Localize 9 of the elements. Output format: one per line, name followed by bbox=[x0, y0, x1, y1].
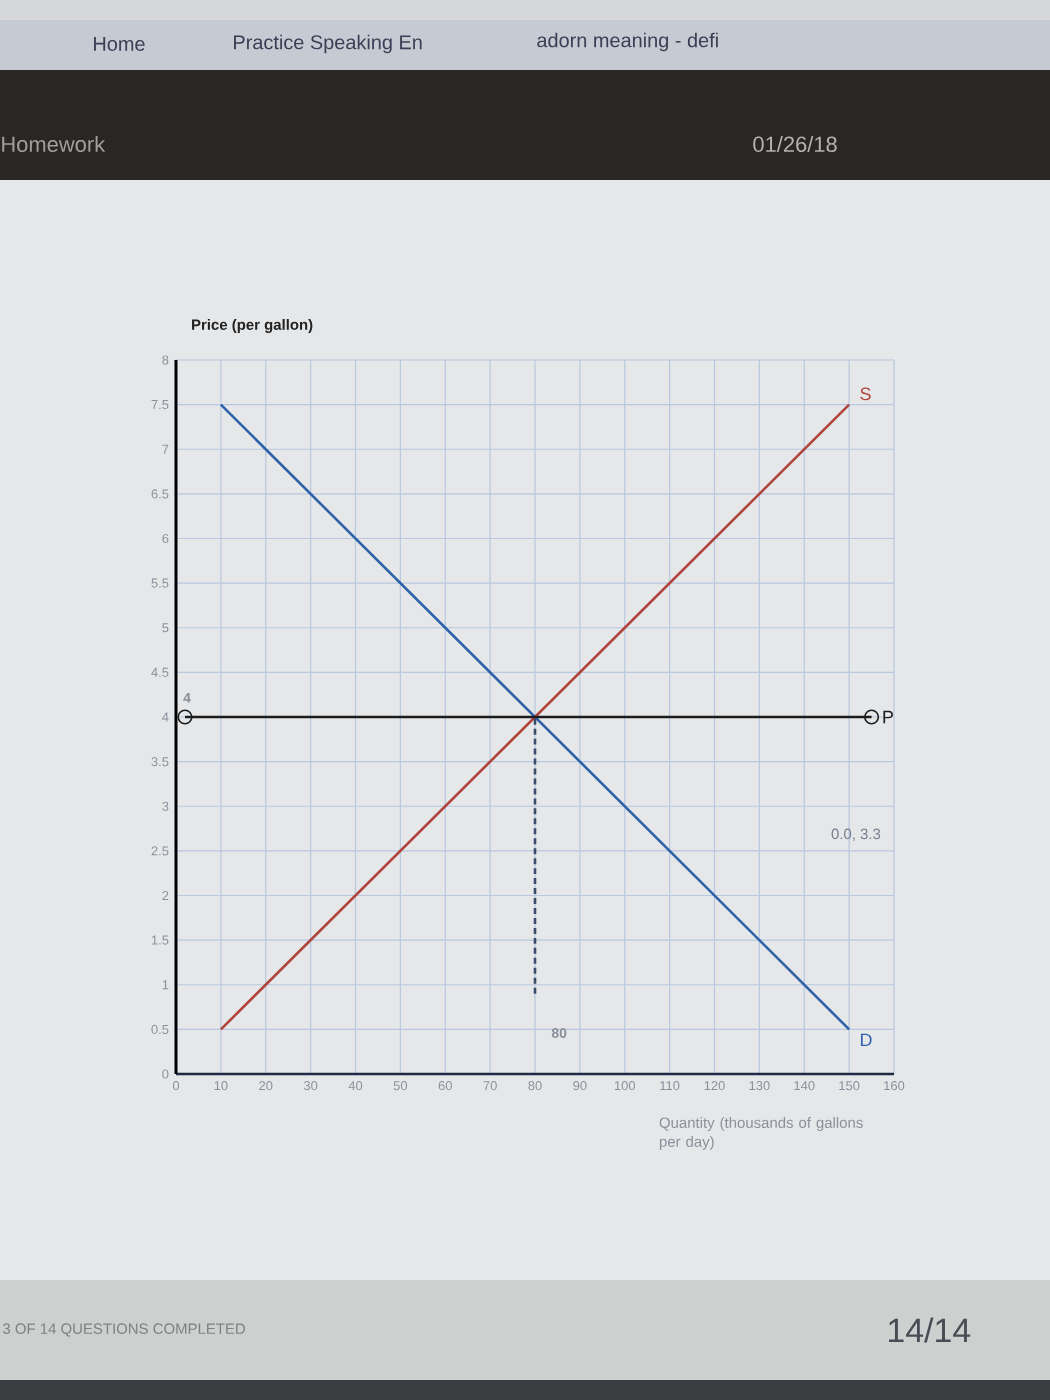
series-label: S bbox=[860, 387, 871, 401]
text: Homework bbox=[2, 135, 106, 153]
series-label: P bbox=[883, 710, 893, 724]
text: Practice Speaking En bbox=[234, 34, 422, 54]
text: Home bbox=[94, 37, 145, 51]
series-label: D bbox=[860, 1033, 872, 1047]
text: 14/14 bbox=[889, 1317, 971, 1343]
text: 01/26/18 bbox=[753, 135, 837, 153]
text: adorn meaning - defi bbox=[537, 32, 718, 52]
